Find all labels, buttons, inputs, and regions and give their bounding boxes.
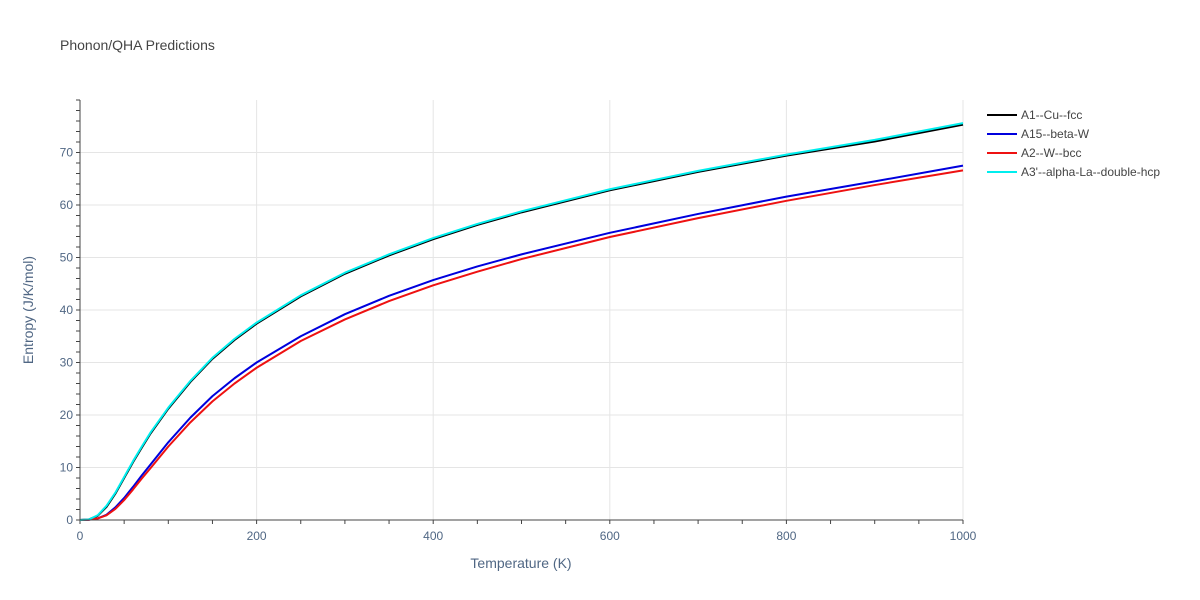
series-line-1[interactable] xyxy=(79,123,964,521)
y-tick-label: 60 xyxy=(60,198,74,212)
x-tick-label: 600 xyxy=(600,529,620,543)
series-line-3[interactable] xyxy=(79,169,964,521)
y-tick-label: 10 xyxy=(60,461,74,475)
y-tick-label: 70 xyxy=(60,146,74,160)
legend-label: A2--W--bcc xyxy=(1021,146,1081,160)
y-minor-ticks xyxy=(76,99,964,524)
x-tick-label: 200 xyxy=(247,529,267,543)
y-tick-label: 40 xyxy=(60,303,74,317)
legend-label: A3'--alpha-La--double-hcp xyxy=(1021,165,1160,179)
legend-item[interactable]: A2--W--bcc xyxy=(987,146,1081,160)
x-tick-label: 400 xyxy=(423,529,443,543)
y-axis-ticks: 0 10 20 30 40 50 60 70 xyxy=(60,146,74,528)
legend-item[interactable]: A3'--alpha-La--double-hcp xyxy=(987,165,1160,179)
plot-area[interactable] xyxy=(79,122,964,521)
x-tick-label: 0 xyxy=(77,529,84,543)
chart-title: Phonon/QHA Predictions xyxy=(60,37,215,53)
x-tick-label: 1000 xyxy=(950,529,977,543)
legend-label: A1--Cu--fcc xyxy=(1021,108,1082,122)
grid xyxy=(80,100,964,520)
y-tick-label: 30 xyxy=(60,356,74,370)
legend[interactable]: A1--Cu--fcc A15--beta-W A2--W--bcc A3'--alp… xyxy=(987,108,1160,179)
y-tick-label: 50 xyxy=(60,251,74,265)
series-line-4[interactable] xyxy=(79,122,964,521)
x-axis-title: Temperature (K) xyxy=(470,555,571,571)
y-axis-title: Entropy (J/K/mol) xyxy=(20,256,36,364)
y-tick-label: 0 xyxy=(66,513,73,527)
legend-label: A15--beta-W xyxy=(1021,127,1090,141)
legend-item[interactable]: A15--beta-W xyxy=(987,127,1090,141)
series-line-2[interactable] xyxy=(79,164,964,521)
x-axis-ticks: 0 200 400 600 800 1000 xyxy=(77,529,977,543)
x-tick-label: 800 xyxy=(776,529,796,543)
legend-item[interactable]: A1--Cu--fcc xyxy=(987,108,1082,122)
y-tick-label: 20 xyxy=(60,408,74,422)
